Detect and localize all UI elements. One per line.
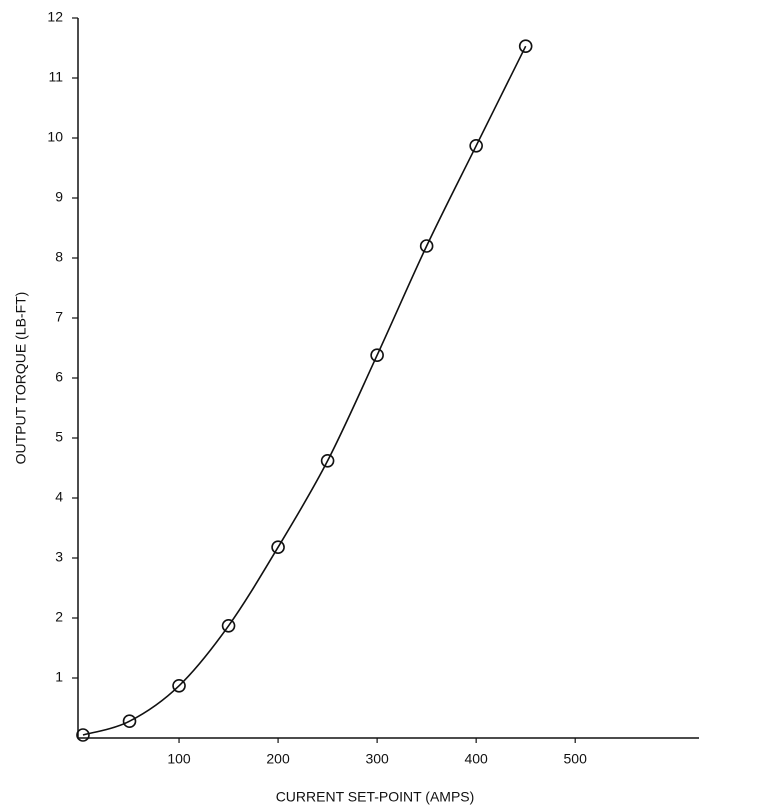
y-tick-label: 2: [55, 609, 63, 625]
y-tick-label: 12: [47, 9, 63, 25]
y-tick-label: 9: [55, 189, 63, 205]
y-axis-label: OUTPUT TORQUE (LB-FT): [13, 292, 29, 465]
data-point: [122, 714, 137, 729]
y-tick-label: 8: [55, 249, 63, 265]
x-tick-label: 100: [167, 751, 191, 767]
x-axis-label: CURRENT SET-POINT (AMPS): [276, 789, 475, 805]
data-point: [76, 728, 90, 742]
y-tick-label: 11: [48, 69, 63, 85]
data-point: [172, 678, 186, 693]
data-point: [469, 139, 483, 153]
y-tick-label: 1: [55, 669, 63, 685]
data-point: [320, 453, 335, 468]
data-point: [518, 39, 533, 54]
x-tick-label: 400: [464, 751, 488, 767]
y-tick-label: 10: [47, 129, 63, 145]
data-point: [221, 618, 236, 633]
y-tick-label: 4: [55, 489, 63, 505]
x-tick-label: 200: [266, 751, 290, 767]
y-tick-label: 6: [55, 369, 63, 385]
y-tick-label: 3: [55, 549, 63, 565]
x-tick-label: 300: [365, 751, 389, 767]
y-tick-label: 5: [55, 429, 63, 445]
data-point: [370, 348, 384, 363]
y-tick-label: 7: [55, 309, 63, 325]
data-point: [271, 540, 285, 555]
x-tick-label: 500: [564, 751, 588, 767]
data-point: [419, 239, 434, 253]
curve: [82, 45, 527, 736]
